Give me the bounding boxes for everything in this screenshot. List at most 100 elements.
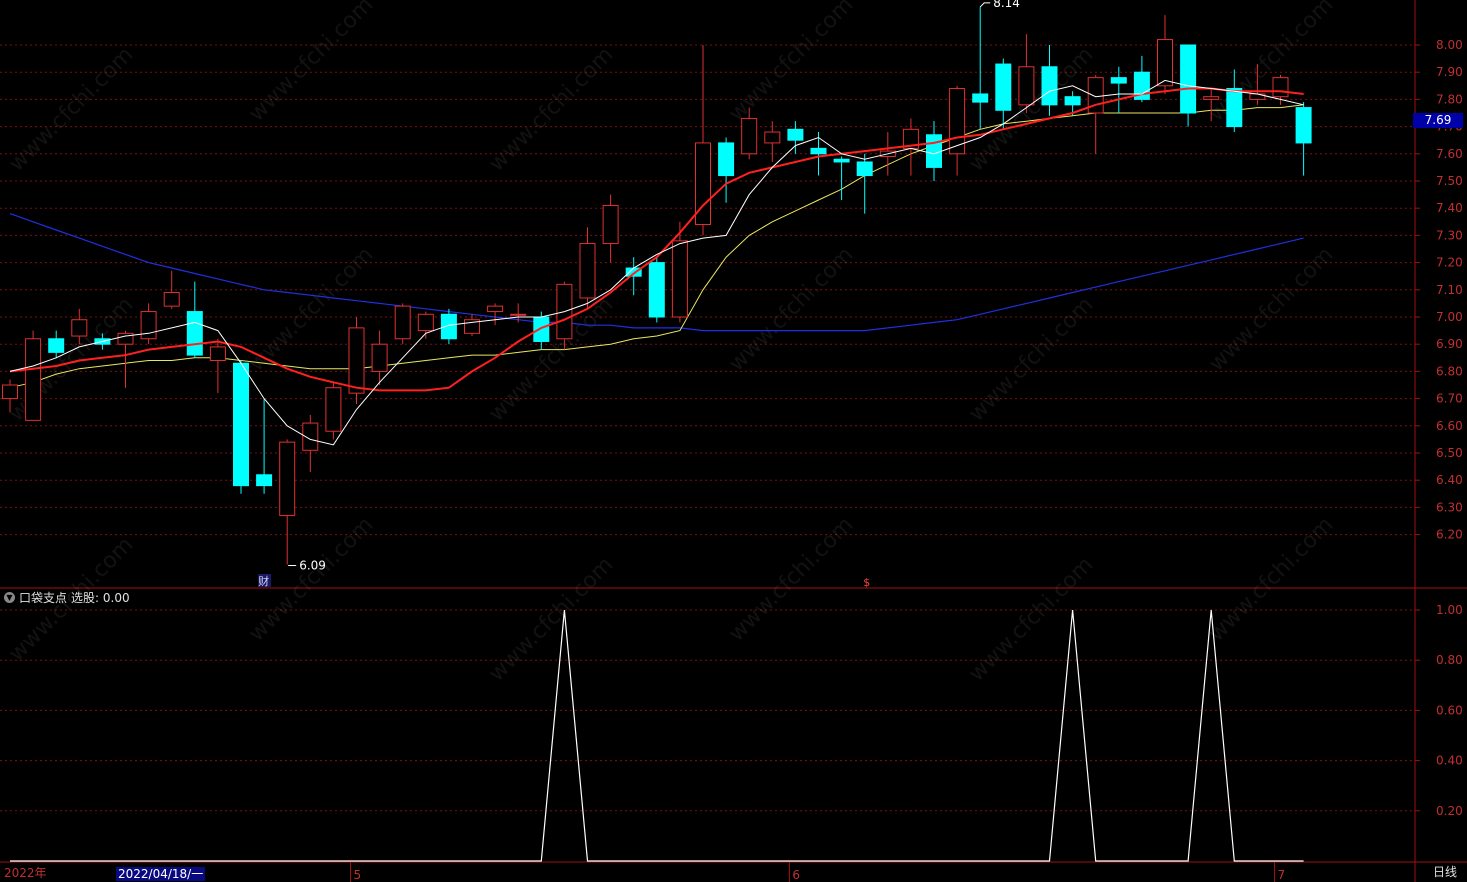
- candle-body: [1180, 44, 1197, 114]
- candle-body: [1041, 66, 1058, 106]
- candle-body: [48, 338, 65, 353]
- candle-body: [995, 63, 1012, 111]
- y-tick-label: 6.20: [1436, 528, 1463, 542]
- low-annotation: 6.09: [299, 559, 326, 573]
- watermark: www.cfchi.com: [484, 552, 618, 686]
- candle-body: [325, 387, 342, 432]
- ma20-line: [9, 104, 1304, 389]
- candle-body: [695, 142, 711, 226]
- year-label: 2022年: [4, 866, 47, 880]
- candle-body: [602, 204, 619, 245]
- candle-body: [2, 384, 18, 400]
- candle-body: [741, 117, 758, 155]
- y-tick-label: 7.40: [1436, 201, 1463, 215]
- candle-body: [117, 332, 134, 345]
- candle-body: [1018, 66, 1035, 106]
- watermark: www.cfchi.com: [724, 0, 858, 127]
- indicator-y-tick-label: 0.20: [1436, 804, 1463, 818]
- y-tick-label: 7.00: [1436, 310, 1463, 324]
- y-tick-label: 7.30: [1436, 228, 1463, 242]
- candle-body: [787, 128, 804, 141]
- indicator-y-tick-label: 0.60: [1436, 703, 1463, 717]
- candle-body: [209, 346, 226, 362]
- candle-body: [1226, 88, 1243, 128]
- candle-body: [1110, 77, 1127, 84]
- cursor-date: 2022/04/18/一: [116, 867, 206, 881]
- watermark: www.cfchi.com: [484, 292, 618, 426]
- indicator-y-tick-label: 0.80: [1436, 653, 1463, 667]
- candle-body: [256, 474, 273, 487]
- watermark: www.cfchi.com: [484, 42, 618, 176]
- candle-body: [1295, 107, 1312, 144]
- candle-body: [71, 319, 88, 337]
- candle-body: [25, 338, 42, 421]
- candle-body: [1272, 77, 1289, 98]
- candle-body: [648, 262, 665, 318]
- y-tick-label: 6.40: [1436, 473, 1463, 487]
- event-marker-cai: 财: [258, 574, 269, 588]
- candle-body: [440, 313, 457, 340]
- y-tick-label: 6.30: [1436, 500, 1463, 514]
- candle-body: [810, 147, 827, 155]
- watermark: www.cfchi.com: [964, 292, 1098, 426]
- y-tick-label: 7.80: [1436, 92, 1463, 106]
- x-tick-label: 7: [1278, 868, 1286, 882]
- candle-body: [1203, 96, 1220, 100]
- y-tick-label: 8.00: [1436, 38, 1463, 52]
- candle-body: [163, 292, 180, 307]
- candle-body: [233, 362, 249, 487]
- event-marker-bg: [258, 574, 272, 587]
- y-tick-label: 7.90: [1436, 65, 1463, 79]
- chevron-down-icon[interactable]: ▼: [4, 592, 15, 603]
- watermark: www.cfchi.com: [4, 292, 138, 426]
- candle-body: [510, 313, 527, 316]
- watermark: www.cfchi.com: [1204, 512, 1338, 646]
- ma60-line: [9, 213, 1304, 332]
- y-tick-label: 6.50: [1436, 446, 1463, 460]
- event-marker-s: $: [863, 576, 870, 589]
- candle-body: [348, 327, 365, 394]
- candle-body: [972, 93, 989, 103]
- candle-body: [371, 343, 388, 372]
- last-price-tag: 7.69: [1413, 113, 1463, 128]
- y-tick-label: 7.60: [1436, 147, 1463, 161]
- candle-body: [302, 422, 319, 451]
- candle-body: [833, 158, 850, 163]
- watermark: www.cfchi.com: [4, 42, 138, 176]
- candle-body: [718, 142, 735, 177]
- candle-body: [487, 305, 504, 313]
- candle-body: [140, 311, 157, 340]
- y-tick-label: 6.60: [1436, 419, 1463, 433]
- candle-body: [394, 305, 411, 340]
- watermark: www.cfchi.com: [244, 0, 378, 127]
- indicator-y-tick-label: 1.00: [1436, 603, 1463, 617]
- candle-body: [579, 243, 596, 299]
- candle-body: [1157, 39, 1173, 87]
- candle-body: [279, 441, 296, 517]
- candle-body: [417, 313, 434, 332]
- candle-body: [764, 131, 781, 144]
- ma10-line: [9, 87, 1304, 392]
- high-annotation-arrow: [979, 2, 991, 8]
- indicator-name: 口袋支点: [19, 591, 68, 605]
- indicator-line: [10, 609, 1304, 862]
- y-tick-label: 7.20: [1436, 256, 1463, 270]
- x-tick-label: 5: [354, 868, 362, 882]
- candle-body: [926, 134, 942, 168]
- period-selector[interactable]: 日线: [1432, 865, 1457, 879]
- watermark: www.cfchi.com: [724, 512, 858, 646]
- y-tick-label: 6.80: [1436, 364, 1463, 378]
- indicator-title[interactable]: ▼ 口袋支点 选股: 0.00: [4, 589, 130, 606]
- candle-body: [533, 316, 550, 342]
- candle-body: [856, 161, 873, 177]
- candle-body: [1064, 96, 1081, 106]
- indicator-value: 选股: 0.00: [71, 591, 130, 605]
- y-tick-label: 6.70: [1436, 392, 1463, 406]
- watermark: www.cfchi.com: [964, 42, 1098, 176]
- x-tick-label: 6: [792, 868, 800, 882]
- indicator-y-tick-label: 0.40: [1436, 754, 1463, 768]
- y-tick-label: 7.50: [1436, 174, 1463, 188]
- high-annotation: 8.14: [993, 0, 1020, 10]
- y-tick-label: 6.90: [1436, 337, 1463, 351]
